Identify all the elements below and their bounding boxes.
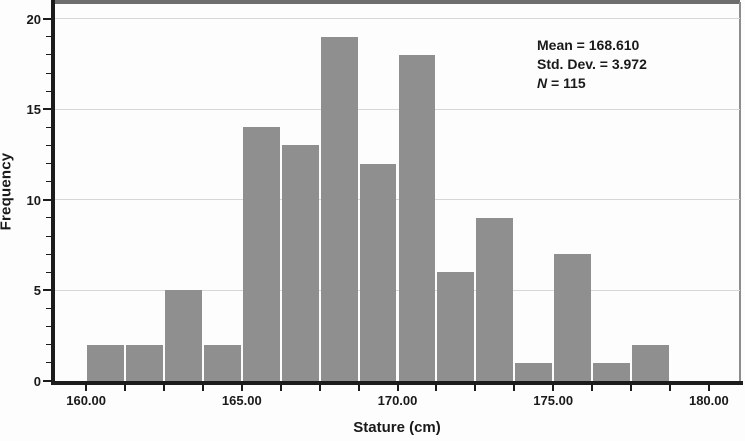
mean-stat: Mean = 168.610 [537, 37, 640, 53]
histogram-bar [203, 344, 241, 381]
x-tick-label: 165.00 [221, 393, 262, 408]
x-tick [630, 385, 633, 391]
x-tick [162, 385, 165, 391]
x-tick [668, 385, 671, 391]
gridline [55, 289, 740, 291]
x-tick-label: 175.00 [533, 393, 574, 408]
x-axis-line [51, 381, 743, 385]
x-tick [240, 385, 243, 391]
x-tick [396, 385, 399, 391]
n-stat-symbol: N [537, 75, 548, 91]
histogram-bar [554, 254, 592, 381]
plot-top-border [51, 0, 740, 4]
x-tick [201, 385, 204, 391]
histogram-bar [126, 344, 163, 381]
histogram-bar [398, 54, 436, 381]
x-tick [591, 385, 594, 391]
x-tick [124, 385, 127, 391]
y-tick-label: 15 [26, 102, 41, 118]
plot-right-border [739, 2, 741, 383]
x-tick [318, 385, 321, 391]
x-tick [435, 385, 438, 391]
y-minor-tick [46, 144, 51, 146]
histogram-bar [87, 344, 125, 381]
x-axis-title: Stature (cm) [353, 419, 441, 436]
y-minor-tick [46, 72, 51, 74]
y-minor-tick [46, 217, 51, 219]
gridline [55, 18, 740, 20]
y-minor-tick [46, 344, 51, 346]
histogram-bar [437, 272, 475, 381]
y-tick [43, 198, 51, 201]
x-tick [279, 385, 282, 391]
histogram-bar [164, 290, 202, 381]
y-tick-label: 20 [26, 11, 41, 27]
y-minor-tick [46, 253, 51, 255]
gridline [55, 108, 740, 110]
x-tick [707, 385, 710, 391]
x-tick-label: 170.00 [377, 393, 418, 408]
x-tick [85, 385, 88, 391]
y-minor-tick [46, 308, 51, 310]
histogram-bar [632, 344, 669, 381]
histogram-bar [476, 217, 514, 381]
y-axis-line [51, 0, 55, 385]
n-stat: N = 115 [537, 74, 647, 93]
histogram-bar [281, 145, 319, 381]
y-axis-title: Frequency [0, 152, 15, 231]
y-minor-tick [46, 326, 51, 328]
y-tick [43, 289, 51, 292]
histogram-bar [359, 163, 397, 381]
y-minor-tick [46, 271, 51, 273]
x-tick-label: 180.00 [688, 393, 729, 408]
histogram-bar [242, 127, 280, 381]
gridline [55, 199, 740, 201]
stddev-stat: Std. Dev. = 3.972 [537, 56, 647, 72]
histogram-bar [515, 362, 553, 381]
x-tick [474, 385, 477, 391]
n-stat-value: = 115 [547, 75, 586, 91]
x-tick [357, 385, 360, 391]
stats-annotation: Mean = 168.610 Std. Dev. = 3.972 N = 115 [537, 36, 647, 93]
y-tick-label: 0 [33, 374, 41, 389]
histogram-bar [320, 36, 358, 381]
y-minor-tick [46, 181, 51, 183]
histogram-bar [593, 362, 630, 381]
x-tick-label: 160.00 [66, 393, 106, 408]
y-tick-label: 5 [33, 283, 41, 299]
y-minor-tick [46, 362, 51, 364]
y-tick [43, 380, 51, 382]
y-minor-tick [46, 235, 51, 237]
x-tick [552, 385, 555, 391]
x-tick [513, 385, 516, 391]
y-tick [43, 17, 51, 20]
y-minor-tick [46, 36, 51, 38]
y-minor-tick [46, 126, 51, 128]
y-minor-tick [46, 54, 51, 56]
y-tick [43, 108, 51, 111]
y-minor-tick [46, 90, 51, 92]
y-tick-label: 10 [26, 192, 41, 208]
y-minor-tick [46, 163, 51, 165]
